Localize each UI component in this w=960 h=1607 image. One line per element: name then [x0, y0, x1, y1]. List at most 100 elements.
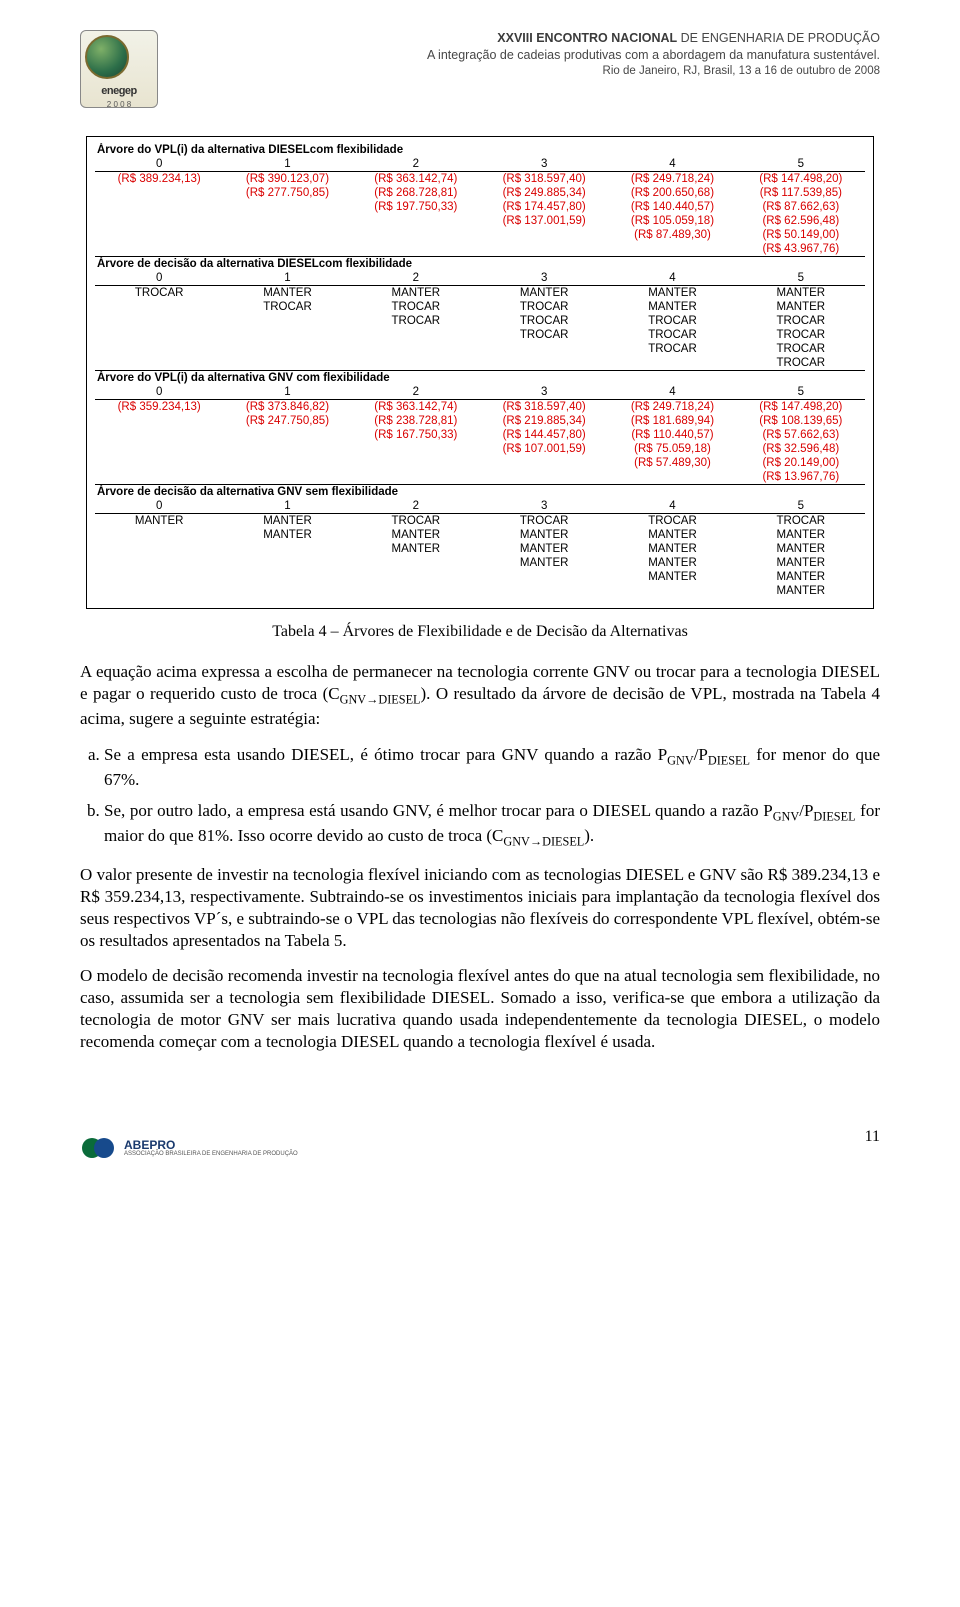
column-header: 2 [352, 385, 480, 400]
table-cell: MANTER [223, 514, 351, 529]
table-cell: (R$ 13.967,76) [737, 470, 865, 485]
table-cell: (R$ 268.728,81) [352, 186, 480, 200]
table-cell: (R$ 62.596,48) [737, 214, 865, 228]
table-cell [95, 228, 223, 242]
table-cell: (R$ 359.234,13) [95, 400, 223, 415]
table-cell [608, 242, 736, 257]
table-cell: (R$ 147.498,20) [737, 172, 865, 187]
column-header: 3 [480, 385, 608, 400]
table-cell [95, 456, 223, 470]
table-cell [95, 584, 223, 598]
table-cell: TROCAR [480, 514, 608, 529]
table-cell [480, 470, 608, 485]
table-cell: (R$ 219.885,34) [480, 414, 608, 428]
body-text: A equação acima expressa a escolha de pe… [80, 661, 880, 1052]
table-cell [95, 570, 223, 584]
table-cell: TROCAR [352, 300, 480, 314]
column-header: 0 [95, 499, 223, 514]
table-cell [352, 342, 480, 356]
section-title: Árvore do VPL(i) da alternativa DIESELco… [95, 143, 865, 157]
table-cell [95, 242, 223, 257]
table-cell: (R$ 238.728,81) [352, 414, 480, 428]
table-cell [352, 228, 480, 242]
table-cell [352, 328, 480, 342]
table-cell [95, 300, 223, 314]
enegep-logo: enegep 2 0 0 8 [80, 30, 158, 108]
table-cell: TROCAR [352, 314, 480, 328]
table-cell: (R$ 105.059,18) [608, 214, 736, 228]
column-header: 1 [223, 499, 351, 514]
table-cell [352, 242, 480, 257]
table-cell: MANTER [608, 556, 736, 570]
header-title-bold: XXVIII ENCONTRO NACIONAL [497, 31, 677, 45]
page-number: 11 [865, 1128, 880, 1146]
table-cell [223, 242, 351, 257]
table-cell: TROCAR [737, 356, 865, 371]
column-header: 2 [352, 499, 480, 514]
table-cell: (R$ 20.149,00) [737, 456, 865, 470]
list-item-a: Se a empresa esta usando DIESEL, é ótimo… [104, 744, 880, 791]
table-cell [95, 186, 223, 200]
table-cell: (R$ 181.689,94) [608, 414, 736, 428]
table-cell [223, 428, 351, 442]
table-cell [352, 442, 480, 456]
table-cell: (R$ 197.750,33) [352, 200, 480, 214]
column-header: 4 [608, 271, 736, 286]
paragraph-1: A equação acima expressa a escolha de pe… [80, 661, 880, 730]
column-header: 5 [737, 499, 865, 514]
decision-tree-tables: Árvore do VPL(i) da alternativa DIESELco… [86, 136, 874, 609]
column-header: 1 [223, 271, 351, 286]
column-header: 2 [352, 157, 480, 172]
table-cell [223, 584, 351, 598]
table-cell: (R$ 117.539,85) [737, 186, 865, 200]
table-cell [352, 584, 480, 598]
table-cell: (R$ 147.498,20) [737, 400, 865, 415]
table-cell [352, 356, 480, 371]
table-cell [480, 356, 608, 371]
table-cell [480, 242, 608, 257]
table-cell: MANTER [737, 542, 865, 556]
table-cell: (R$ 87.489,30) [608, 228, 736, 242]
logo-text: enegep [81, 85, 157, 97]
table-cell: TROCAR [608, 314, 736, 328]
table-cell: TROCAR [223, 300, 351, 314]
table-cell [223, 556, 351, 570]
table-cell [223, 442, 351, 456]
table-cell [95, 414, 223, 428]
table-cell [352, 470, 480, 485]
table-cell [95, 314, 223, 328]
table-cell: MANTER [608, 542, 736, 556]
paragraph-2: O valor presente de investir na tecnolog… [80, 864, 880, 951]
table-cell [480, 584, 608, 598]
table-cell: (R$ 318.597,40) [480, 172, 608, 187]
column-header: 5 [737, 271, 865, 286]
table-cell [608, 470, 736, 485]
list-item-b: Se, por outro lado, a empresa está usand… [104, 800, 880, 850]
footer-sub: ASSOCIAÇÃO BRASILEIRA DE ENGENHARIA DE P… [124, 1151, 298, 1157]
table-cell: (R$ 75.059,18) [608, 442, 736, 456]
table-cell [95, 214, 223, 228]
table-cell: TROCAR [480, 300, 608, 314]
table-cell: (R$ 57.489,30) [608, 456, 736, 470]
section-title: Árvore do VPL(i) da alternativa GNV com … [95, 371, 865, 386]
table-cell: MANTER [737, 300, 865, 314]
table-cell: (R$ 50.149,00) [737, 228, 865, 242]
table-cell: (R$ 363.142,74) [352, 172, 480, 187]
table-cell: MANTER [737, 556, 865, 570]
table-cell [223, 542, 351, 556]
table-cell [223, 314, 351, 328]
table-cell [223, 328, 351, 342]
table-cell [480, 570, 608, 584]
table-cell [352, 456, 480, 470]
header-location: Rio de Janeiro, RJ, Brasil, 13 a 16 de o… [174, 64, 880, 80]
table-cell: (R$ 43.967,76) [737, 242, 865, 257]
table-cell: (R$ 249.718,24) [608, 400, 736, 415]
table-cell: TROCAR [737, 342, 865, 356]
logo-year: 2 0 0 8 [81, 100, 157, 109]
table-cell: (R$ 108.139,65) [737, 414, 865, 428]
table-cell [223, 470, 351, 485]
table-cell [95, 528, 223, 542]
column-header: 1 [223, 385, 351, 400]
table-cell: MANTER [480, 286, 608, 301]
table-cell: (R$ 87.662,63) [737, 200, 865, 214]
